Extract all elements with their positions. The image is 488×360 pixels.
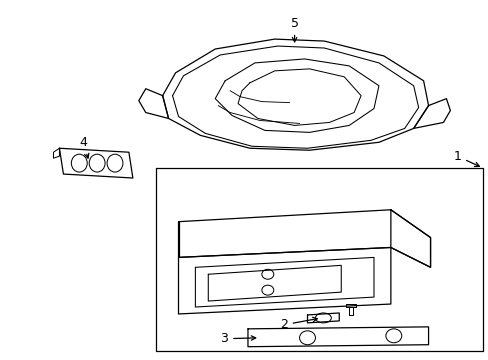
Text: 5: 5 bbox=[290, 17, 298, 42]
Text: 3: 3 bbox=[220, 332, 255, 345]
Text: 2: 2 bbox=[279, 317, 317, 331]
Text: 1: 1 bbox=[452, 150, 478, 167]
Text: 4: 4 bbox=[79, 136, 89, 158]
